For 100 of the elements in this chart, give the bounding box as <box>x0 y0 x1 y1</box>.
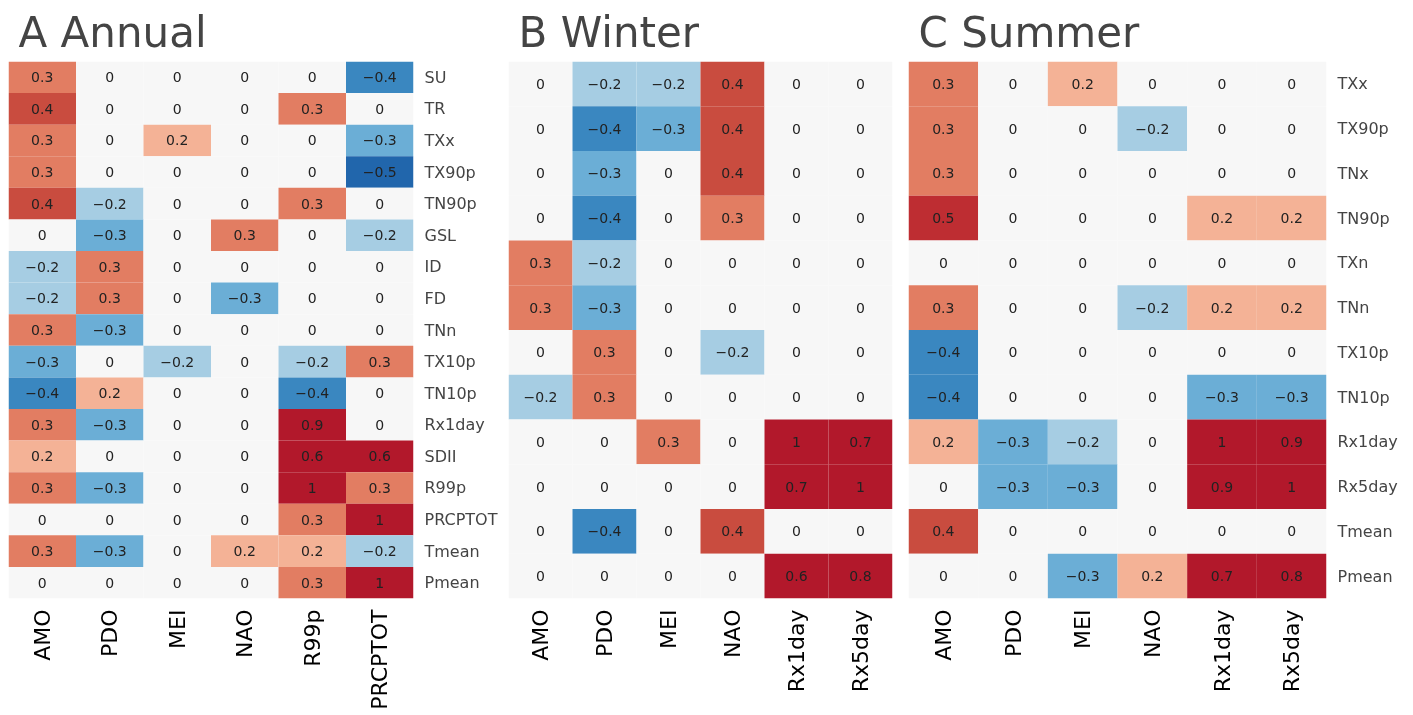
y-tick-label: TR <box>423 99 446 119</box>
data-label: −0.2 <box>92 195 127 212</box>
data-label: 0 <box>856 299 865 316</box>
data-label: 0 <box>172 258 182 275</box>
data-label: 0 <box>1287 120 1297 137</box>
data-label: 0.2 <box>1210 210 1234 227</box>
data-label: 0.3 <box>233 227 256 244</box>
data-label: 0.2 <box>98 385 121 402</box>
data-label: 0 <box>1008 120 1018 137</box>
y-tick-label: Tmean <box>423 541 480 561</box>
data-label: 0 <box>105 164 115 181</box>
data-label: −0.3 <box>92 322 127 338</box>
x-tick-label: AMO <box>528 609 553 661</box>
data-label: 0 <box>664 478 673 495</box>
y-tick-label: TNn <box>1336 298 1370 318</box>
y-tick-label: TNx <box>1336 163 1369 183</box>
data-label: 0 <box>792 165 801 182</box>
chart-title: C Summer <box>918 7 1141 57</box>
data-label: 0 <box>105 574 115 591</box>
data-label: 1 <box>856 478 865 495</box>
x-tick-label: MEI <box>1070 609 1096 649</box>
data-label: 0 <box>37 511 47 528</box>
data-label: −0.2 <box>1065 433 1100 450</box>
data-label: 0 <box>1147 210 1157 227</box>
data-label: −0.2 <box>587 75 622 92</box>
data-label: 0 <box>240 574 250 591</box>
x-tick-label: AMO <box>29 609 55 661</box>
data-label: 0 <box>600 478 609 495</box>
y-tick-label: Tmean <box>1336 521 1393 541</box>
data-label: 0 <box>1008 523 1018 540</box>
y-tick-label: ID <box>424 257 442 277</box>
data-label: 0 <box>240 258 250 275</box>
data-label: 0 <box>240 353 250 370</box>
data-label: −0.3 <box>587 165 622 182</box>
x-tick-label: PDO <box>1000 609 1026 658</box>
data-label: 0 <box>375 416 385 433</box>
data-label: 0 <box>1078 165 1088 182</box>
data-label: −0.3 <box>1065 478 1100 495</box>
data-label: 0 <box>375 290 385 307</box>
x-tick-label: PDO <box>592 609 617 658</box>
y-tick-label: TX90p <box>1336 119 1389 139</box>
data-label: 0 <box>1008 210 1018 227</box>
data-label: 0 <box>664 165 673 182</box>
data-label: 0 <box>172 322 182 338</box>
data-label: 0.3 <box>932 120 955 137</box>
data-label: 0 <box>1008 568 1018 585</box>
data-label: 0.9 <box>1280 433 1303 450</box>
data-label: 0.3 <box>31 322 54 338</box>
data-label: 0.6 <box>301 448 324 465</box>
data-label: 0.3 <box>932 75 955 92</box>
chart-title: B Winter <box>518 7 700 57</box>
data-label: 0 <box>1078 120 1088 137</box>
data-label: 0 <box>375 100 385 117</box>
data-label: 0 <box>307 322 317 338</box>
data-label: 0.2 <box>1210 299 1234 316</box>
x-tick-label: AMO <box>930 609 956 661</box>
data-label: 0 <box>307 132 317 149</box>
y-tick-label: TN10p <box>423 383 477 403</box>
data-label: 0.3 <box>31 416 54 433</box>
data-label: 0 <box>172 69 182 86</box>
data-label: −0.4 <box>362 69 397 86</box>
data-label: 0.3 <box>98 290 121 307</box>
data-label: −0.3 <box>1274 389 1309 406</box>
data-label: −0.3 <box>227 290 262 307</box>
data-label: 0.3 <box>593 389 616 406</box>
data-label: −0.2 <box>295 353 330 370</box>
data-label: 0.7 <box>785 478 808 495</box>
data-label: 0 <box>728 478 737 495</box>
data-label: −0.2 <box>25 290 60 307</box>
data-label: −0.2 <box>362 543 397 560</box>
data-label: 0 <box>600 568 609 585</box>
y-tick-label: TNn <box>423 320 457 340</box>
data-label: 0 <box>938 568 948 585</box>
y-tick-label: TX10p <box>1336 342 1389 362</box>
data-label: 0 <box>1008 75 1018 92</box>
data-label: −0.2 <box>25 258 60 275</box>
data-label: 0 <box>536 165 545 182</box>
data-label: 0 <box>375 195 385 212</box>
data-label: 1 <box>375 574 385 591</box>
y-tick-label: TXx <box>423 130 455 150</box>
data-label: −0.2 <box>587 254 622 271</box>
data-label: 0 <box>307 227 317 244</box>
data-label: 0 <box>172 448 182 465</box>
data-label: 0 <box>792 344 801 361</box>
data-label: 0 <box>240 385 250 402</box>
data-label: 0 <box>1147 433 1157 450</box>
y-tick-label: R99p <box>424 478 467 498</box>
data-label: 0 <box>1287 254 1297 271</box>
data-label: 0.3 <box>31 543 54 560</box>
data-label: −0.4 <box>926 344 961 361</box>
data-label: 0 <box>1217 523 1227 540</box>
data-label: 0 <box>728 299 737 316</box>
x-tick-label: Rx1day <box>784 609 809 693</box>
data-label: 0 <box>240 132 250 149</box>
y-tick-label: Rx1day <box>424 415 485 435</box>
data-label: 0 <box>172 164 182 181</box>
data-label: 0 <box>172 543 182 560</box>
data-label: 0.3 <box>31 132 54 149</box>
data-label: 0.3 <box>529 299 552 316</box>
data-label: 0 <box>1078 344 1088 361</box>
